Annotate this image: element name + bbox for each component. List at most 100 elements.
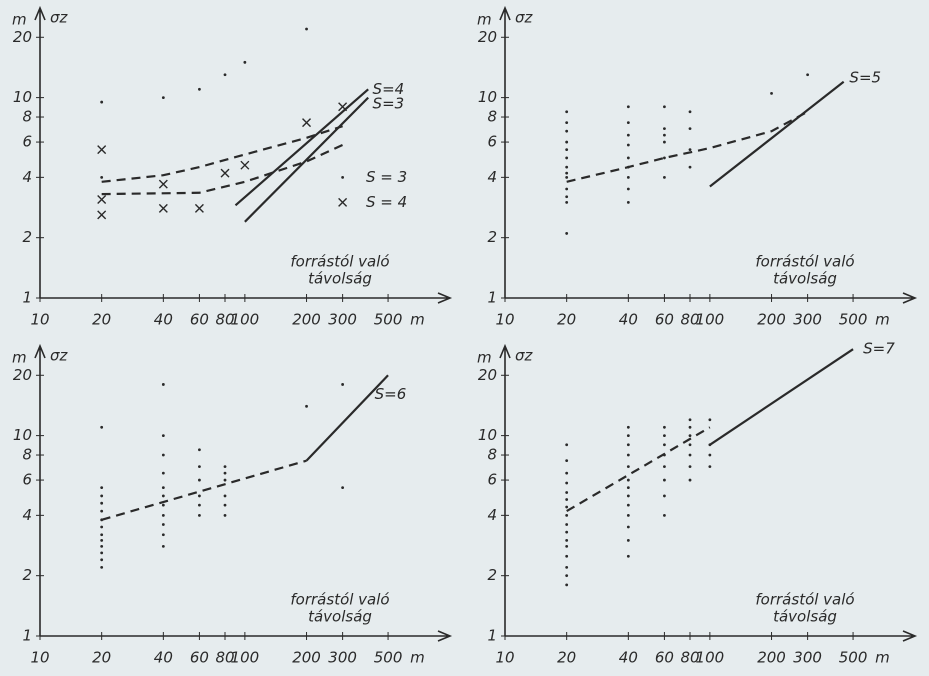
dot-point: [663, 434, 666, 438]
y-tick-label: 20: [478, 28, 497, 46]
y-tick-label: 1: [487, 627, 497, 645]
cross-point: [97, 195, 107, 205]
x-tick-label: 60: [655, 649, 674, 667]
dashed-line: [101, 125, 343, 183]
y-tick-label: 10: [13, 88, 32, 106]
x-label: forrástól való: [755, 253, 854, 271]
dot-point: [341, 175, 345, 179]
dot-point: [100, 551, 104, 555]
dot-point: [626, 486, 630, 490]
x-tick-label: 40: [154, 311, 173, 329]
y-tick-label: 4: [22, 168, 32, 186]
dot-point: [341, 486, 345, 490]
x-tick-label: 500: [839, 649, 868, 667]
y-tick-label: 10: [478, 426, 497, 444]
x-tick-label: 20: [92, 649, 111, 667]
y-axis: [499, 5, 511, 298]
y-tick-label: 2: [487, 566, 497, 584]
dot-point: [565, 129, 569, 133]
dot-point: [565, 443, 569, 447]
dot-point: [100, 525, 104, 529]
y-label: σz: [50, 347, 69, 365]
x-tick-label: 300: [328, 649, 357, 667]
dot-point: [341, 383, 345, 386]
x-tick-label: 10: [495, 649, 514, 667]
dot-point: [565, 481, 569, 485]
dot-point: [688, 478, 692, 482]
y-tick-label: 8: [487, 108, 497, 126]
dot-point: [565, 200, 569, 204]
dot-point: [663, 175, 666, 179]
dot-point: [663, 443, 666, 447]
dot-point: [565, 523, 569, 526]
y-label: σz: [515, 9, 534, 27]
dot-point: [626, 133, 630, 137]
dot-point: [663, 425, 666, 429]
x-tick-label: 500: [839, 311, 868, 329]
dot-point: [305, 404, 308, 408]
dot-point: [565, 121, 569, 125]
dot-point: [565, 156, 569, 160]
dot-point: [100, 565, 104, 569]
y-tick-label: 4: [487, 506, 497, 524]
x-tick-label: 500: [374, 311, 403, 329]
dot-point: [626, 443, 630, 447]
dot-point: [100, 538, 104, 542]
dot-point: [688, 418, 692, 422]
dot-point: [688, 443, 692, 447]
x-axis: [40, 292, 453, 304]
dot-point: [626, 494, 630, 498]
y-tick-label: 10: [13, 426, 32, 444]
dot-point: [100, 544, 104, 548]
dot-point: [626, 121, 630, 125]
dot-point: [565, 232, 569, 235]
dot-point: [688, 127, 692, 131]
dot-point: [161, 544, 165, 548]
y-tick-label: 20: [13, 366, 32, 384]
dot-point: [565, 554, 569, 558]
x-axis: [505, 292, 918, 304]
x-label: távolság: [773, 608, 837, 626]
x-label: forrástól való: [290, 253, 389, 271]
dot-point: [100, 558, 104, 562]
y-tick-label: 6: [487, 133, 497, 151]
y-tick-label: 1: [22, 289, 32, 307]
x-tick-label: 100: [696, 311, 725, 329]
x-tick-label: 60: [190, 311, 209, 329]
dot-point: [626, 425, 630, 429]
dot-point: [565, 195, 569, 199]
dot-point: [161, 533, 165, 537]
x-tick-label: 40: [619, 649, 638, 667]
x-label: forrástól való: [755, 591, 854, 609]
dot-point: [626, 200, 630, 204]
dot-point: [100, 501, 104, 505]
x-tick-label: 80: [680, 311, 699, 329]
dot-point: [806, 73, 810, 77]
cross-point: [338, 197, 348, 207]
y-unit: m: [12, 349, 27, 367]
dot-point: [198, 478, 201, 482]
x-tick-label: 60: [190, 649, 209, 667]
dot-point: [565, 498, 569, 501]
dot-point: [688, 165, 692, 169]
cross-point: [97, 145, 107, 155]
dot-point: [223, 465, 227, 469]
y-tick-label: 8: [22, 108, 32, 126]
dot-point: [626, 453, 630, 457]
dot-point: [663, 478, 666, 482]
dot-point: [223, 478, 227, 482]
dot-point: [100, 486, 104, 490]
dot-point: [626, 105, 630, 109]
x-label: távolság: [308, 270, 372, 288]
dot-point: [223, 503, 227, 507]
dot-point: [688, 434, 692, 438]
y-unit: m: [477, 11, 492, 29]
dot-point: [565, 140, 569, 144]
dot-point: [663, 156, 666, 160]
x-unit: m: [875, 311, 890, 329]
dot-point: [100, 509, 104, 513]
x-tick-label: 40: [154, 649, 173, 667]
x-tick-label: 80: [680, 649, 699, 667]
